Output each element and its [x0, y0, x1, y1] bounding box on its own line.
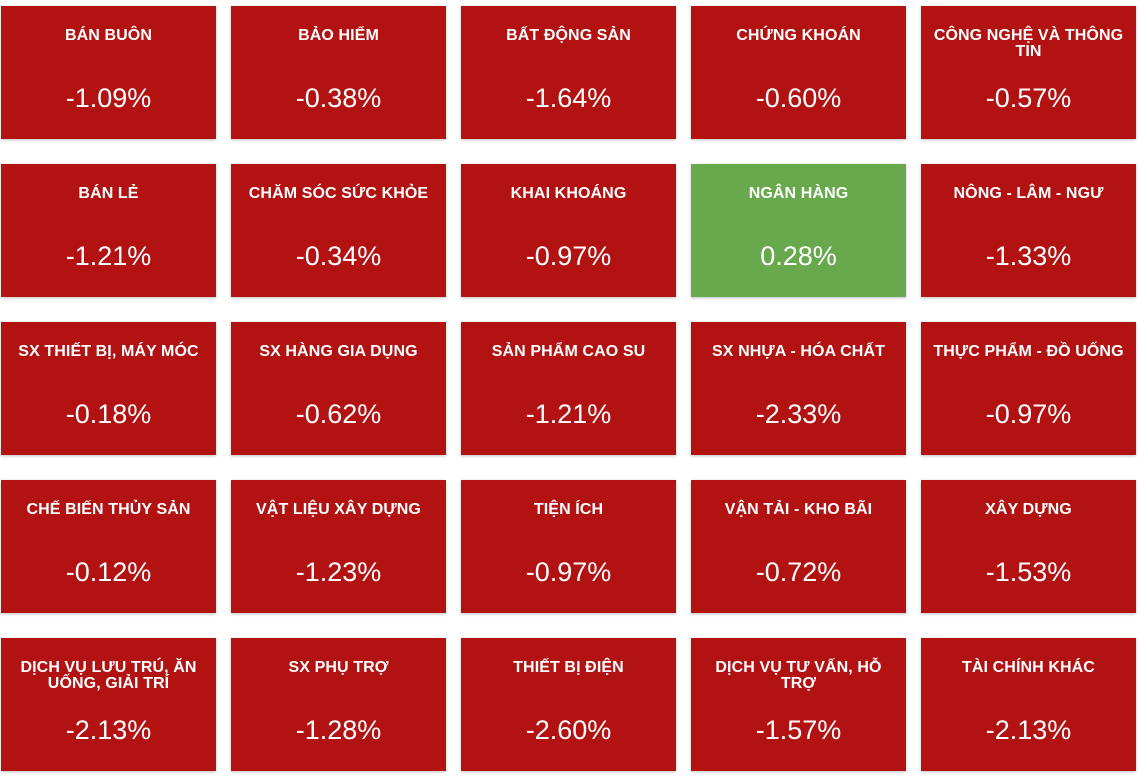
sector-tile-san-pham-cao-su[interactable]: SẢN PHẨM CAO SU -1.21%: [461, 322, 676, 455]
sector-change: -0.60%: [755, 83, 842, 113]
sector-change: -1.23%: [295, 557, 382, 587]
sector-tile-tai-chinh-khac[interactable]: TÀI CHÍNH KHÁC -2.13%: [921, 638, 1136, 771]
sector-change: 0.28%: [760, 241, 837, 271]
sector-name: BÁN BUÔN: [64, 27, 153, 44]
sector-tile-ban-buon[interactable]: BÁN BUÔN -1.09%: [1, 6, 216, 139]
sector-name: BẢO HIỂM: [298, 27, 379, 44]
sector-name: NGÂN HÀNG: [748, 185, 849, 202]
sector-name: VẬT LIỆU XÂY DỰNG: [256, 501, 421, 518]
sector-name: DỊCH VỤ TƯ VẤN, HỖ TRỢ: [715, 659, 882, 692]
sector-change: -0.38%: [295, 83, 382, 113]
sector-tile-ban-le[interactable]: BÁN LẺ -1.21%: [1, 164, 216, 297]
sector-tile-cong-nghe-thong-tin[interactable]: CÔNG NGHỆ VÀ THÔNG TIN -0.57%: [921, 6, 1136, 139]
sector-name: THỰC PHẨM - ĐỒ UỐNG: [933, 343, 1124, 360]
sector-change: -1.64%: [525, 83, 612, 113]
sector-name: BẤT ĐỘNG SẢN: [506, 27, 631, 44]
sector-tile-chung-khoan[interactable]: CHỨNG KHOÁN -0.60%: [691, 6, 906, 139]
sector-name: CHẾ BIẾN THỦY SẢN: [26, 501, 191, 518]
sector-name: SẢN PHẨM CAO SU: [491, 343, 646, 360]
sector-name: SX THIẾT BỊ, MÁY MÓC: [18, 343, 199, 360]
sector-change: -0.62%: [295, 399, 382, 429]
sector-tile-sx-thiet-bi-may-moc[interactable]: SX THIẾT BỊ, MÁY MÓC -0.18%: [1, 322, 216, 455]
sector-change: -0.18%: [65, 399, 152, 429]
sector-change: -0.97%: [985, 399, 1072, 429]
sector-tile-sx-hang-gia-dung[interactable]: SX HÀNG GIA DỤNG -0.62%: [231, 322, 446, 455]
sector-tile-thuc-pham-do-uong[interactable]: THỰC PHẨM - ĐỒ UỐNG -0.97%: [921, 322, 1136, 455]
sector-name: TIỆN ÍCH: [533, 501, 604, 518]
sector-change: -2.33%: [755, 399, 842, 429]
sector-tile-ngan-hang[interactable]: NGÂN HÀNG 0.28%: [691, 164, 906, 297]
sector-name: DỊCH VỤ LƯU TRÚ, ĂN UỐNG, GIẢI TRÍ: [20, 659, 197, 692]
sector-change: -0.34%: [295, 241, 382, 271]
sector-tile-khai-khoang[interactable]: KHAI KHOÁNG -0.97%: [461, 164, 676, 297]
sector-name: VẬN TẢI - KHO BÃI: [724, 501, 873, 518]
sector-change: -1.21%: [525, 399, 612, 429]
sector-change: -1.53%: [985, 557, 1072, 587]
sector-change: -1.57%: [755, 715, 842, 745]
sector-change: -1.21%: [65, 241, 152, 271]
sector-tile-xay-dung[interactable]: XÂY DỰNG -1.53%: [921, 480, 1136, 613]
sector-tile-cham-soc-suc-khoe[interactable]: CHĂM SÓC SỨC KHỎE -0.34%: [231, 164, 446, 297]
sector-change: -2.60%: [525, 715, 612, 745]
sector-change: -1.09%: [65, 83, 152, 113]
sector-tile-bat-dong-san[interactable]: BẤT ĐỘNG SẢN -1.64%: [461, 6, 676, 139]
sector-tile-dich-vu-luu-tru-an-uong-giai-tri[interactable]: DỊCH VỤ LƯU TRÚ, ĂN UỐNG, GIẢI TRÍ -2.13…: [1, 638, 216, 771]
sector-tile-sx-phu-tro[interactable]: SX PHỤ TRỢ -1.28%: [231, 638, 446, 771]
sector-tile-nong-lam-ngu[interactable]: NÔNG - LÂM - NGƯ -1.33%: [921, 164, 1136, 297]
sector-name: XÂY DỰNG: [985, 501, 1072, 518]
sector-name: NÔNG - LÂM - NGƯ: [953, 185, 1104, 202]
sector-tile-bao-hiem[interactable]: BẢO HIỂM -0.38%: [231, 6, 446, 139]
sector-name: CÔNG NGHỆ VÀ THÔNG TIN: [933, 27, 1124, 60]
sector-name: CHỨNG KHOÁN: [736, 27, 861, 44]
sector-name: SX PHỤ TRỢ: [288, 659, 389, 676]
sector-name: SX NHỰA - HÓA CHẤT: [712, 343, 885, 360]
sector-name: CHĂM SÓC SỨC KHỎE: [248, 185, 429, 202]
sector-change: -2.13%: [65, 715, 152, 745]
sector-change: -0.57%: [985, 83, 1072, 113]
sector-tile-dich-vu-tu-van-ho-tro[interactable]: DỊCH VỤ TƯ VẤN, HỖ TRỢ -1.57%: [691, 638, 906, 771]
sector-name: SX HÀNG GIA DỤNG: [259, 343, 418, 360]
sector-tile-tien-ich[interactable]: TIỆN ÍCH -0.97%: [461, 480, 676, 613]
sector-change: -0.72%: [755, 557, 842, 587]
sector-change: -2.13%: [985, 715, 1072, 745]
sector-name: TÀI CHÍNH KHÁC: [962, 659, 1095, 676]
sector-heatmap-grid: BÁN BUÔN -1.09% BẢO HIỂM -0.38% BẤT ĐỘNG…: [1, 6, 1136, 771]
sector-name: BÁN LẺ: [78, 185, 139, 202]
sector-change: -0.97%: [525, 557, 612, 587]
sector-tile-vat-lieu-xay-dung[interactable]: VẬT LIỆU XÂY DỰNG -1.23%: [231, 480, 446, 613]
sector-change: -0.12%: [65, 557, 152, 587]
sector-name: KHAI KHOÁNG: [510, 185, 627, 202]
sector-change: -0.97%: [525, 241, 612, 271]
sector-tile-sx-nhua-hoa-chat[interactable]: SX NHỰA - HÓA CHẤT -2.33%: [691, 322, 906, 455]
sector-tile-thiet-bi-dien[interactable]: THIẾT BỊ ĐIỆN -2.60%: [461, 638, 676, 771]
sector-tile-che-bien-thuy-san[interactable]: CHẾ BIẾN THỦY SẢN -0.12%: [1, 480, 216, 613]
sector-name: THIẾT BỊ ĐIỆN: [513, 659, 624, 676]
sector-change: -1.28%: [295, 715, 382, 745]
sector-change: -1.33%: [985, 241, 1072, 271]
sector-tile-van-tai-kho-bai[interactable]: VẬN TẢI - KHO BÃI -0.72%: [691, 480, 906, 613]
